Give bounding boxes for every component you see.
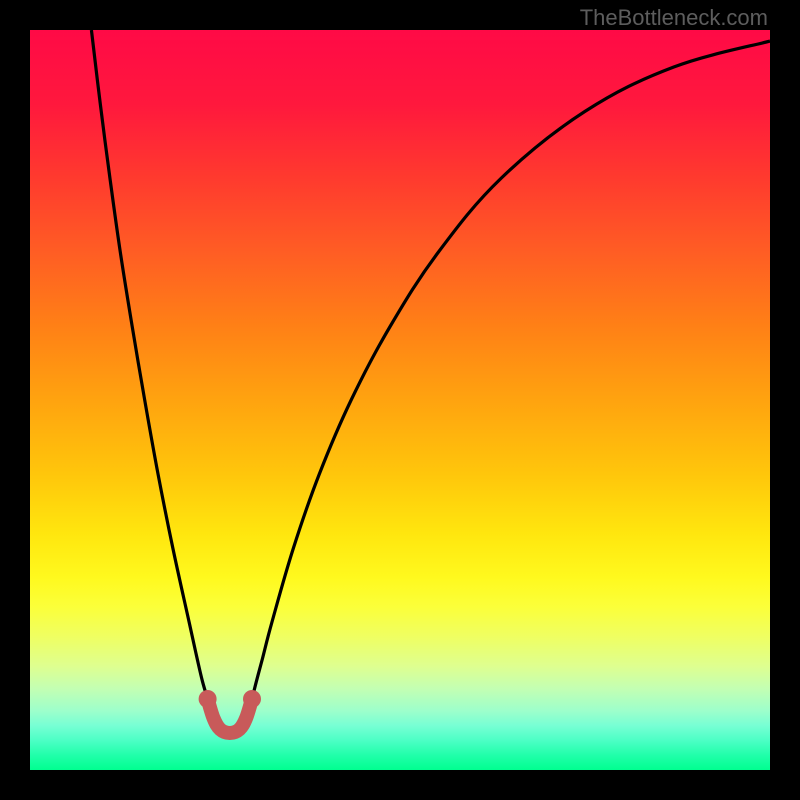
marker-dot-right <box>243 690 261 708</box>
watermark-text: TheBottleneck.com <box>580 5 768 31</box>
chart-container: { "watermark": { "text": "TheBottleneck.… <box>0 0 800 800</box>
curve-overlay <box>30 30 770 770</box>
curve-right <box>252 41 770 699</box>
marker-dot-left <box>199 690 217 708</box>
plot-area <box>30 30 770 770</box>
curve-left <box>91 30 207 699</box>
